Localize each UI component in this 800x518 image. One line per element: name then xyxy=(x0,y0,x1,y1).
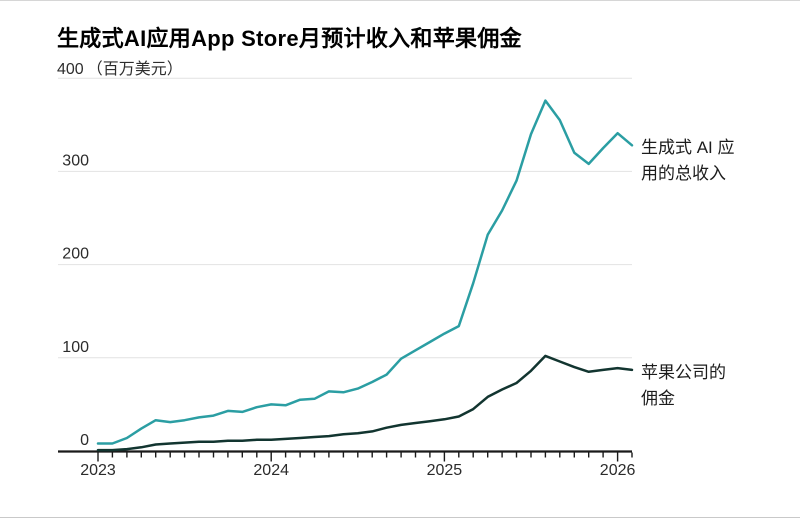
series-label-revenue-line2: 用的总收入 xyxy=(641,164,726,183)
series-lines xyxy=(96,99,634,452)
chart-title: 生成式AI应用App Store月预计收入和苹果佣金 xyxy=(57,26,522,51)
x-axis-ticks xyxy=(97,452,633,462)
y-tick-label-200: 200 xyxy=(62,246,89,263)
x-tick-label-2024: 2024 xyxy=(253,462,289,479)
x-tick-label-2025: 2025 xyxy=(427,462,463,479)
series-label-commission-line1: 苹果公司的 xyxy=(641,363,726,382)
series-label-commission: 苹果公司的 佣金 xyxy=(641,360,726,412)
series-line-0 xyxy=(96,99,634,445)
y-axis-unit-row: 400 （百万美元） xyxy=(57,55,183,79)
y-tick-label-0: 0 xyxy=(80,432,89,449)
series-label-revenue-line1: 生成式 AI 应 xyxy=(641,138,735,157)
y-axis-labels: 0 100 200 300 xyxy=(62,152,89,449)
y-tick-label-400: 400 xyxy=(57,61,84,78)
y-tick-label-300: 300 xyxy=(62,152,89,169)
series-label-revenue: 生成式 AI 应 用的总收入 xyxy=(641,135,735,187)
y-tick-label-100: 100 xyxy=(62,339,89,356)
series-label-commission-line2: 佣金 xyxy=(641,389,675,408)
series-line-1 xyxy=(96,354,634,452)
x-tick-label-2023: 2023 xyxy=(80,462,116,479)
gridlines xyxy=(58,77,632,359)
x-axis-labels: 2023 2024 2025 2026 xyxy=(80,462,635,479)
x-tick-label-2026: 2026 xyxy=(600,462,636,479)
y-axis-unit-label: （百万美元） xyxy=(86,61,183,78)
